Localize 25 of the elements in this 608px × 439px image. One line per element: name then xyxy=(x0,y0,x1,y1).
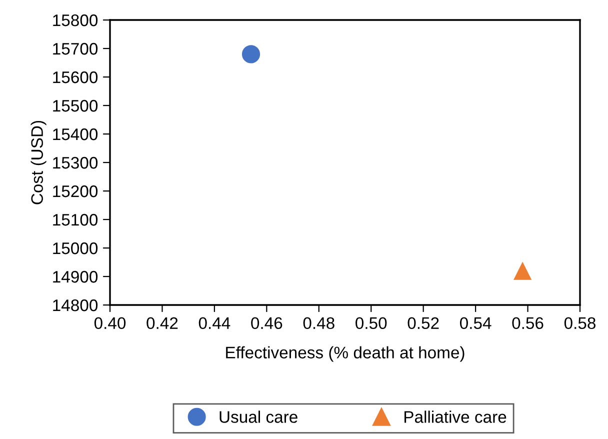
y-tick-label: 15000 xyxy=(53,242,98,254)
x-tick-label: 0.54 xyxy=(460,317,492,330)
y-tick-label: 15100 xyxy=(53,214,98,226)
x-tick-label: 0.58 xyxy=(564,317,596,330)
x-tick-label: 0.48 xyxy=(303,317,334,330)
legend-label: Palliative care xyxy=(404,410,506,423)
y-tick-label: 15700 xyxy=(53,42,98,55)
y-tick-label: 15300 xyxy=(53,156,98,169)
x-axis-title: Effectiveness (% death at home) xyxy=(226,346,464,362)
y-tick-label: 15400 xyxy=(53,128,98,140)
y-tick-label: 14800 xyxy=(53,299,98,312)
x-tick-label: 0.46 xyxy=(251,317,282,330)
y-tick-label: 15500 xyxy=(53,100,98,112)
y-tick-label: 15600 xyxy=(53,71,98,84)
y-tick-label: 15800 xyxy=(53,14,98,26)
y-axis-title: Cost (USD) xyxy=(30,120,46,204)
x-tick-label: 0.50 xyxy=(356,317,387,330)
x-tick-label: 0.42 xyxy=(146,317,178,330)
legend-label: Usual care xyxy=(220,410,298,423)
x-tick-label: 0.44 xyxy=(198,317,230,330)
x-tick-label: 0.52 xyxy=(408,317,439,330)
y-tick-label: 15200 xyxy=(53,185,98,198)
x-tick-label: 0.40 xyxy=(94,317,126,330)
y-tick-label: 14900 xyxy=(53,270,98,283)
x-tick-label: 0.56 xyxy=(512,317,544,330)
